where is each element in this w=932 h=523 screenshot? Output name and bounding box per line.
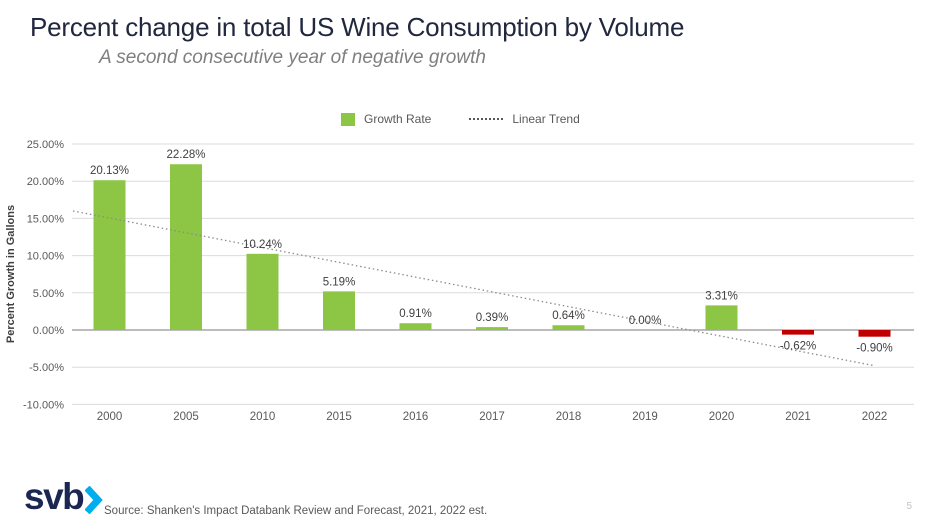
y-tick-label: 20.00%: [27, 176, 65, 188]
x-tick-label: 2020: [709, 411, 735, 423]
growth-rate-swatch-icon: [341, 112, 355, 126]
bar-value-label: 22.28%: [166, 149, 205, 161]
x-tick-label: 2010: [250, 411, 276, 423]
bar-value-label: 0.00%: [629, 315, 662, 327]
chart-legend: Growth Rate Linear Trend: [341, 110, 580, 128]
linear-trend-legend-label: Linear Trend: [512, 112, 580, 126]
source-note: Source: Shanken's Impact Databank Review…: [104, 505, 488, 517]
svb-logo-text: svb: [24, 476, 85, 517]
bar-value-label: 0.91%: [399, 308, 432, 320]
y-tick-label: 25.00%: [27, 139, 65, 151]
svb-logo: svb: [24, 478, 107, 515]
growth-rate-legend-label: Growth Rate: [364, 112, 432, 126]
x-tick-label: 2005: [173, 411, 199, 423]
x-tick-label: 2022: [862, 411, 888, 423]
x-tick-label: 2015: [326, 411, 352, 423]
y-tick-label: -5.00%: [29, 362, 64, 374]
x-tick-label: 2019: [632, 411, 658, 423]
trend-line: [72, 210, 875, 367]
bar: [246, 253, 279, 330]
y-axis-title: Percent Growth in Gallons: [5, 205, 17, 343]
bar: [705, 305, 738, 330]
linear-trend-line-icon: [469, 118, 504, 120]
svb-logo-chevron-icon: [85, 485, 104, 514]
page-number: 5: [906, 501, 912, 512]
bar-value-label: -0.90%: [856, 343, 892, 355]
bar: [476, 327, 508, 330]
x-tick-label: 2018: [556, 411, 582, 423]
y-tick-label: 15.00%: [27, 213, 65, 225]
bar-value-label: 10.24%: [243, 239, 282, 251]
bar-value-label: -0.62%: [780, 341, 816, 353]
bar: [782, 330, 814, 335]
x-tick-label: 2000: [97, 411, 123, 423]
bar-value-label: 20.13%: [90, 165, 129, 177]
x-tick-label: 2021: [785, 411, 811, 423]
y-tick-label: 0.00%: [33, 325, 64, 337]
y-tick-label: -10.00%: [23, 399, 64, 411]
bar: [323, 291, 355, 330]
bar-value-label: 0.39%: [476, 312, 509, 324]
x-tick-label: 2017: [479, 411, 505, 423]
bar: [93, 180, 126, 330]
bar: [399, 323, 432, 330]
wine-consumption-bar-chart: 25.00% 20.00% 15.00% 10.00% 5.00% 0.00% -5.00%…: [5, 139, 914, 423]
bar: [552, 325, 585, 330]
y-tick-label: 5.00%: [33, 288, 64, 300]
bar: [858, 330, 891, 337]
page-subtitle: A second consecutive year of negative gr…: [99, 47, 486, 68]
bar-value-label: 3.31%: [705, 290, 738, 302]
bar-value-label: 0.64%: [552, 310, 585, 322]
bar: [170, 164, 202, 330]
y-tick-label: 10.00%: [27, 251, 65, 263]
bar-value-label: 5.19%: [323, 276, 356, 288]
x-tick-label: 2016: [403, 411, 429, 423]
page-title: Percent change in total US Wine Consumpt…: [30, 12, 685, 42]
